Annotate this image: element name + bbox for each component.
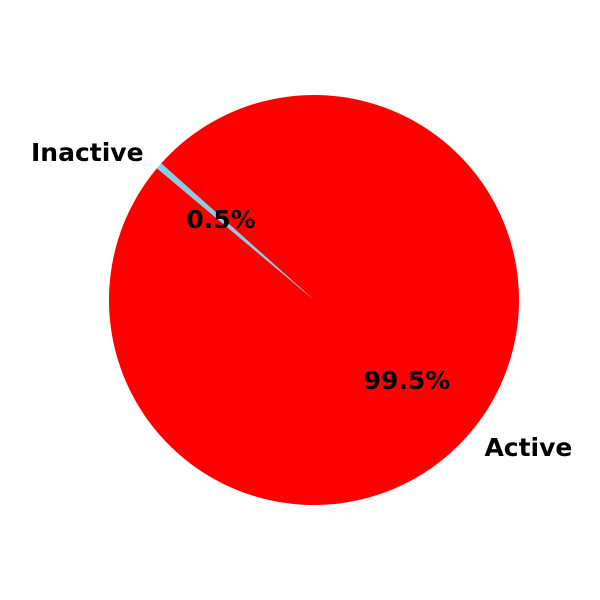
- labels-layer: 99.5% Active 0.5% Inactive: [31, 138, 572, 462]
- pie-slice-active: [109, 94, 520, 505]
- slices-layer: [109, 94, 520, 505]
- slice-label-inactive: Inactive: [31, 138, 144, 167]
- pct-label-inactive: 0.5%: [186, 205, 255, 234]
- pct-label-active: 99.5%: [364, 366, 451, 395]
- slice-label-active: Active: [484, 433, 572, 462]
- pie-slice-inactive: [156, 163, 314, 300]
